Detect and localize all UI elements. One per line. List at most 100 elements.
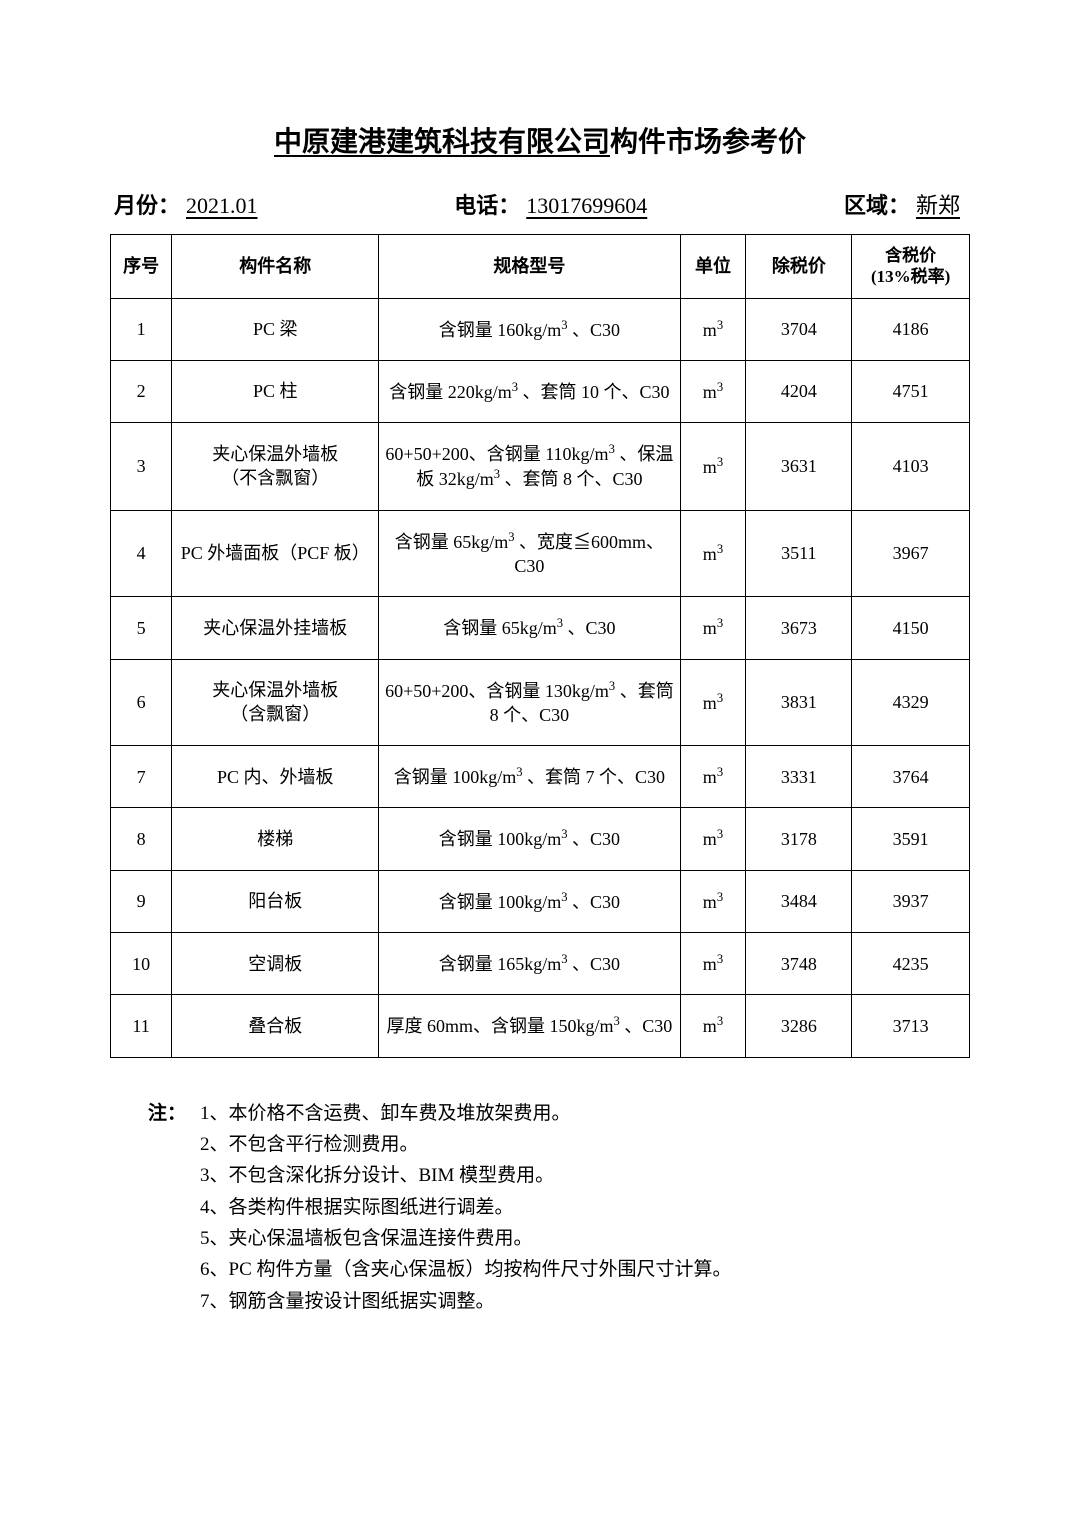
cell-seq: 5 <box>111 597 172 659</box>
cell-price-tax: 3967 <box>852 510 970 597</box>
cell-price-ex: 4204 <box>746 360 852 422</box>
cell-spec: 60+50+200、含钢量 110kg/m3 、保温板 32kg/m3 、套筒 … <box>379 423 680 511</box>
cell-spec: 含钢量 100kg/m3 、C30 <box>379 870 680 932</box>
table-row: 11叠合板厚度 60mm、含钢量 150kg/m3 、C30m332863713 <box>111 995 970 1057</box>
page-title: 中原建港建筑科技有限公司构件市场参考价 <box>110 120 970 160</box>
table-row: 10空调板含钢量 165kg/m3 、C30m337484235 <box>111 933 970 995</box>
table-row: 6夹心保温外墙板（含飘窗）60+50+200、含钢量 130kg/m3 、套筒 … <box>111 659 970 746</box>
cell-unit: m3 <box>680 995 746 1057</box>
cell-unit: m3 <box>680 746 746 808</box>
cell-unit: m3 <box>680 597 746 659</box>
cell-seq: 9 <box>111 870 172 932</box>
cell-seq: 2 <box>111 360 172 422</box>
note-text: 5、夹心保温墙板包含保温连接件费用。 <box>200 1223 533 1254</box>
cell-spec: 含钢量 100kg/m3 、C30 <box>379 808 680 870</box>
th-seq: 序号 <box>111 235 172 299</box>
meta-month: 月份：2021.01 <box>114 188 264 220</box>
meta-phone: 电话：13017699604 <box>454 188 653 220</box>
note-line: 5、夹心保温墙板包含保温连接件费用。 <box>148 1223 970 1254</box>
note-line: 注：1、本价格不含运费、卸车费及堆放架费用。 <box>148 1098 970 1129</box>
cell-name: PC 外墙面板（PCF 板） <box>172 510 379 597</box>
note-prefix <box>148 1160 200 1191</box>
meta-month-label: 月份： <box>114 193 180 218</box>
cell-unit: m3 <box>680 510 746 597</box>
cell-seq: 4 <box>111 510 172 597</box>
cell-name: PC 梁 <box>172 298 379 360</box>
note-text: 4、各类构件根据实际图纸进行调差。 <box>200 1192 514 1223</box>
th-unit: 单位 <box>680 235 746 299</box>
cell-seq: 11 <box>111 995 172 1057</box>
note-prefix <box>148 1223 200 1254</box>
cell-name: PC 柱 <box>172 360 379 422</box>
cell-price-ex: 3831 <box>746 659 852 746</box>
cell-price-ex: 3704 <box>746 298 852 360</box>
cell-unit: m3 <box>680 298 746 360</box>
table-row: 9阳台板含钢量 100kg/m3 、C30m334843937 <box>111 870 970 932</box>
cell-spec: 含钢量 65kg/m3 、C30 <box>379 597 680 659</box>
note-text: 1、本价格不含运费、卸车费及堆放架费用。 <box>200 1098 571 1129</box>
cell-price-ex: 3331 <box>746 746 852 808</box>
cell-name: 叠合板 <box>172 995 379 1057</box>
table-row: 8楼梯含钢量 100kg/m3 、C30m331783591 <box>111 808 970 870</box>
cell-name: 空调板 <box>172 933 379 995</box>
meta-region-label: 区域： <box>844 193 910 218</box>
th-price-tax-l1: 含税价 <box>885 246 936 265</box>
note-line: 6、PC 构件方量（含夹心保温板）均按构件尺寸外围尺寸计算。 <box>148 1254 970 1285</box>
cell-seq: 1 <box>111 298 172 360</box>
note-text: 3、不包含深化拆分设计、BIM 模型费用。 <box>200 1160 554 1191</box>
cell-unit: m3 <box>680 933 746 995</box>
cell-price-tax: 3937 <box>852 870 970 932</box>
meta-phone-value: 13017699604 <box>520 193 653 218</box>
cell-name: 夹心保温外墙板（含飘窗） <box>172 659 379 746</box>
th-price-ex: 除税价 <box>746 235 852 299</box>
cell-price-tax: 4751 <box>852 360 970 422</box>
meta-region-value: 新郑 <box>910 193 966 218</box>
cell-unit: m3 <box>680 659 746 746</box>
cell-price-tax: 3713 <box>852 995 970 1057</box>
cell-price-ex: 3286 <box>746 995 852 1057</box>
note-text: 7、钢筋含量按设计图纸据实调整。 <box>200 1286 495 1317</box>
note-prefix: 注： <box>148 1098 200 1129</box>
table-row: 4PC 外墙面板（PCF 板）含钢量 65kg/m3 、宽度≦600mm、C30… <box>111 510 970 597</box>
cell-price-ex: 3631 <box>746 423 852 511</box>
cell-name: PC 内、外墙板 <box>172 746 379 808</box>
cell-price-tax: 4103 <box>852 423 970 511</box>
note-line: 4、各类构件根据实际图纸进行调差。 <box>148 1192 970 1223</box>
note-prefix <box>148 1192 200 1223</box>
cell-price-ex: 3511 <box>746 510 852 597</box>
cell-name: 夹心保温外挂墙板 <box>172 597 379 659</box>
cell-price-ex: 3178 <box>746 808 852 870</box>
title-company: 中原建港建筑科技有限公司 <box>274 127 610 158</box>
cell-seq: 8 <box>111 808 172 870</box>
cell-unit: m3 <box>680 808 746 870</box>
note-line: 7、钢筋含量按设计图纸据实调整。 <box>148 1286 970 1317</box>
cell-unit: m3 <box>680 870 746 932</box>
cell-spec: 含钢量 160kg/m3 、C30 <box>379 298 680 360</box>
cell-spec: 厚度 60mm、含钢量 150kg/m3 、C30 <box>379 995 680 1057</box>
table-row: 3夹心保温外墙板（不含飘窗）60+50+200、含钢量 110kg/m3 、保温… <box>111 423 970 511</box>
cell-spec: 60+50+200、含钢量 130kg/m3 、套筒 8 个、C30 <box>379 659 680 746</box>
th-price-tax: 含税价 (13%税率) <box>852 235 970 299</box>
table-row: 2PC 柱含钢量 220kg/m3 、套筒 10 个、C30m342044751 <box>111 360 970 422</box>
note-prefix <box>148 1129 200 1160</box>
cell-price-ex: 3484 <box>746 870 852 932</box>
cell-unit: m3 <box>680 360 746 422</box>
cell-price-tax: 3764 <box>852 746 970 808</box>
cell-price-tax: 4186 <box>852 298 970 360</box>
meta-month-value: 2021.01 <box>180 193 264 218</box>
meta-row: 月份：2021.01 电话：13017699604 区域：新郑 <box>110 188 970 220</box>
cell-name: 夹心保温外墙板（不含飘窗） <box>172 423 379 511</box>
cell-seq: 7 <box>111 746 172 808</box>
note-text: 2、不包含平行检测费用。 <box>200 1129 419 1160</box>
cell-spec: 含钢量 220kg/m3 、套筒 10 个、C30 <box>379 360 680 422</box>
cell-unit: m3 <box>680 423 746 511</box>
cell-spec: 含钢量 165kg/m3 、C30 <box>379 933 680 995</box>
cell-name: 阳台板 <box>172 870 379 932</box>
price-table: 序号 构件名称 规格型号 单位 除税价 含税价 (13%税率) 1PC 梁含钢量… <box>110 234 970 1058</box>
th-price-tax-l2: (13%税率) <box>871 267 950 286</box>
cell-seq: 6 <box>111 659 172 746</box>
note-line: 2、不包含平行检测费用。 <box>148 1129 970 1160</box>
th-name: 构件名称 <box>172 235 379 299</box>
table-row: 7PC 内、外墙板含钢量 100kg/m3 、套筒 7 个、C30m333313… <box>111 746 970 808</box>
table-header-row: 序号 构件名称 规格型号 单位 除税价 含税价 (13%税率) <box>111 235 970 299</box>
